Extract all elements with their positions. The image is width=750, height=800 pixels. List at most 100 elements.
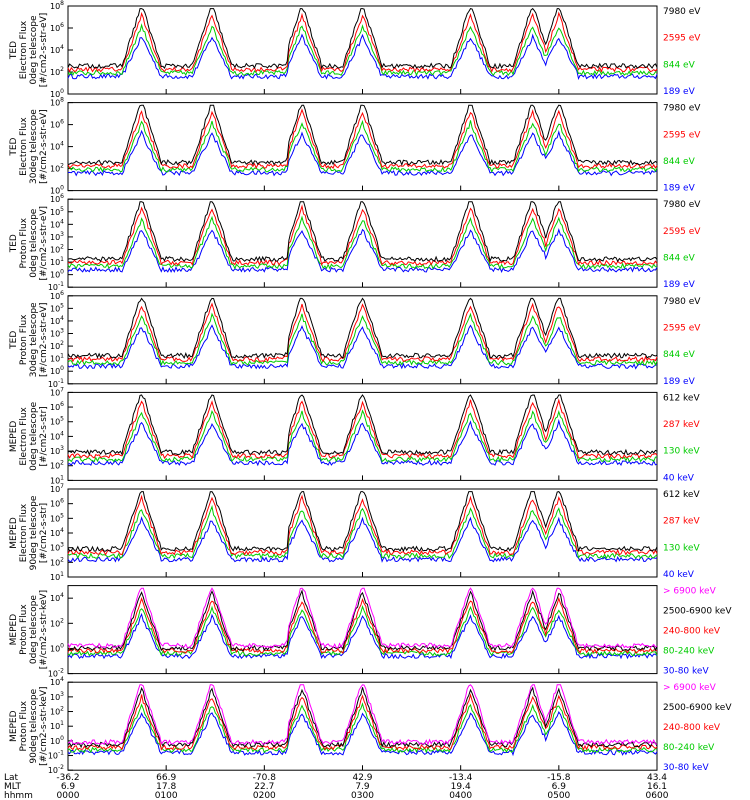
legend-entry: 2500-6900 keV	[663, 703, 732, 713]
legend-entry: 189 eV	[663, 280, 696, 290]
y-tick-label: 10-1	[48, 281, 64, 292]
y-tick-exponent: 3	[60, 542, 64, 549]
y-tick-exponent: 2	[60, 706, 64, 713]
y-axis-label: MEPED Electron Flux 90deg telescope [#/cm2-…	[9, 495, 49, 570]
series-trace	[67, 409, 658, 463]
y-tick-exponent: 4	[60, 527, 64, 534]
y-axis-label-line: TED	[9, 41, 19, 60]
series-trace	[67, 504, 658, 560]
y-tick-exponent: 2	[60, 66, 64, 73]
y-tick-label: 102	[50, 617, 64, 628]
y-tick-base: 10	[50, 245, 60, 254]
y-tick-exponent: 4	[60, 676, 64, 683]
x-tick-label: 0600	[646, 791, 669, 800]
y-axis-label-line: [#/cm2-s-str-keV]	[39, 590, 49, 669]
y-tick-exponent: 1	[60, 571, 64, 578]
y-tick-exponent: 0	[60, 735, 64, 742]
y-tick-exponent: 5	[60, 512, 64, 519]
y-tick-base: 10	[50, 619, 60, 628]
y-tick-label: 10-2	[48, 668, 64, 679]
legend-entry: 7980 eV	[663, 200, 701, 210]
x-tick-label: -15.8	[547, 773, 571, 783]
y-tick-base: 10	[50, 462, 60, 471]
y-tick-base: 10	[50, 24, 60, 33]
y-tick-base: 10	[48, 283, 58, 292]
y-tick-label: 105	[50, 302, 64, 313]
y-tick-label: 103	[50, 328, 64, 339]
y-tick-base: 10	[50, 708, 60, 717]
y-tick-exponent: 1	[60, 474, 64, 481]
series-trace	[67, 693, 658, 751]
y-axis-label: MEPED Proton Flux 0deg telescope [#/cm2-s-s…	[9, 590, 49, 669]
x-row-label: hhmm	[4, 791, 33, 800]
x-tick-label: 66.9	[156, 773, 176, 783]
series-trace	[67, 201, 658, 263]
x-tick-label: 6.9	[552, 782, 567, 792]
y-tick-base: 10	[50, 644, 60, 653]
y-axis-label-line: Electron Flux	[19, 406, 29, 465]
y-tick-label: 103	[50, 445, 64, 456]
y-tick-exponent: 2	[60, 556, 64, 563]
legend-entry: 2595 eV	[663, 323, 701, 333]
y-axis-label-line: [#/cm2-s-str-eV]	[39, 109, 49, 184]
y-tick-base: 10	[50, 165, 60, 174]
series-trace	[67, 23, 658, 77]
series-trace	[67, 108, 658, 170]
y-tick-exponent: -1	[58, 378, 64, 385]
x-tick-label: 0500	[547, 791, 570, 800]
legend-entry: 844 eV	[663, 60, 696, 70]
y-tick-base: 10	[50, 68, 60, 77]
y-axis-label-line: MEPED	[9, 710, 19, 742]
y-tick-base: 10	[50, 485, 60, 494]
series-trace	[67, 297, 658, 360]
x-tick-label: -13.4	[449, 773, 473, 783]
y-tick-base: 10	[50, 476, 60, 485]
legend-entry: 2595 eV	[663, 130, 701, 140]
y-tick-exponent: 4	[60, 218, 64, 225]
y-axis-label-line: [#/cm2-s-str-keV]	[39, 686, 49, 765]
y-tick-exponent: 4	[60, 430, 64, 437]
series-trace	[67, 119, 658, 173]
y-tick-label: 104	[50, 527, 64, 538]
series-trace	[67, 612, 658, 660]
y-tick-exponent: 1	[60, 353, 64, 360]
series-trace	[67, 33, 658, 80]
y-tick-label: 104	[50, 315, 64, 326]
y-tick-exponent: 1	[60, 256, 64, 263]
y-tick-label: 106	[50, 119, 64, 130]
y-tick-base: 10	[50, 143, 60, 152]
series-trace	[67, 302, 658, 363]
x-tick-label: 0200	[253, 791, 276, 800]
legend-entry: 30-80 keV	[663, 667, 709, 677]
y-axis-label: TED Electron Flux 0deg telescope [#/cm2-s-s…	[9, 13, 49, 88]
y-axis-label-line: 0deg telescope	[29, 15, 39, 85]
y-tick-exponent: 0	[60, 185, 64, 192]
y-tick-base: 10	[50, 317, 60, 326]
y-tick-label: 10-1	[48, 750, 64, 761]
y-tick-label: 100	[50, 642, 64, 653]
y-tick-label: 101	[50, 474, 64, 485]
legend-entry: 612 keV	[663, 490, 700, 500]
y-tick-label: 10-1	[48, 378, 64, 389]
y-tick-label: 106	[50, 498, 64, 509]
series-trace	[67, 418, 658, 467]
y-tick-exponent: 3	[60, 328, 64, 335]
y-tick-label: 108	[50, 0, 64, 11]
y-tick-label: 104	[50, 141, 64, 152]
y-tick-base: 10	[50, 693, 60, 702]
y-tick-exponent: 2	[60, 243, 64, 250]
series-trace	[67, 596, 658, 655]
x-tick-label: -36.2	[56, 773, 79, 783]
x-tick-label: 22.7	[254, 782, 274, 792]
legend-entry: 844 eV	[663, 254, 696, 264]
y-axis-label-line: [#/cm2-s-str-eV]	[39, 303, 49, 378]
y-tick-exponent: 2	[60, 340, 64, 347]
y-axis-label-line: 90deg telescope	[29, 495, 39, 570]
y-axis-label-line: 30deg telescope	[29, 109, 39, 184]
x-tick-label: 0000	[57, 791, 80, 800]
y-tick-label: 101	[50, 256, 64, 267]
y-tick-base: 10	[50, 220, 60, 229]
